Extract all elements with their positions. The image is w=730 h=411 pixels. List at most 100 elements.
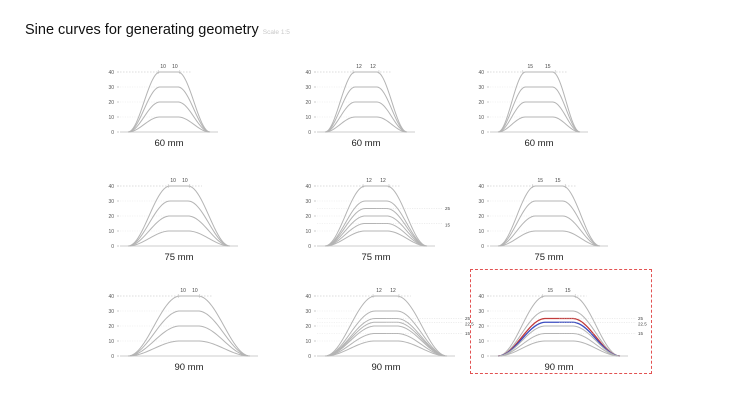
y-tick-label: 30 xyxy=(478,199,484,205)
sine-plot: 40 30 20 10 0 15 15 xyxy=(478,64,588,136)
sine-plot: 40 30 20 10 0 10 10 xyxy=(108,178,238,250)
y-tick-label: 0 xyxy=(111,130,114,136)
y-tick-label: 30 xyxy=(305,199,311,205)
panel-3: 40 30 20 10 0 15 15 60 mm xyxy=(470,60,615,155)
sine-curve xyxy=(127,116,211,133)
sine-curve xyxy=(127,340,251,357)
y-tick-label: 0 xyxy=(481,354,484,360)
sine-curve xyxy=(324,185,428,247)
panel-caption: 60 mm xyxy=(351,138,381,149)
panel-9: 40 30 20 10 0 15 15 25 22.5 15 90 mm xyxy=(470,284,647,379)
panel-caption: 60 mm xyxy=(524,138,554,149)
plateau-label: 15 xyxy=(537,178,543,184)
panel-5: 40 30 20 10 0 12 12 25 15 75 mm xyxy=(297,174,450,269)
panel-caption: 75 mm xyxy=(361,252,391,263)
sine-curve xyxy=(127,86,211,133)
y-tick-label: 10 xyxy=(478,339,484,345)
sine-curve xyxy=(497,310,621,357)
sine-curve xyxy=(127,101,211,133)
y-tick-label: 30 xyxy=(305,309,311,315)
y-tick-label: 20 xyxy=(305,324,311,330)
y-tick-label: 10 xyxy=(305,115,311,121)
panel-6: 40 30 20 10 0 15 15 75 mm xyxy=(470,174,615,269)
y-tick-label: 30 xyxy=(108,85,114,91)
side-label: 25 xyxy=(638,316,644,321)
sine-plot: 40 30 20 10 0 10 10 xyxy=(108,288,258,360)
y-tick-label: 0 xyxy=(308,130,311,136)
sine-curve xyxy=(324,325,448,357)
sine-curve xyxy=(497,101,581,133)
y-tick-label: 10 xyxy=(108,115,114,121)
scale-note: Scale 1:5 xyxy=(262,29,290,36)
sine-plot: 40 30 20 10 0 10 10 xyxy=(108,64,218,136)
y-tick-label: 20 xyxy=(478,214,484,220)
y-tick-label: 40 xyxy=(305,294,311,300)
panel-caption: 60 mm xyxy=(154,138,184,149)
y-tick-label: 10 xyxy=(108,339,114,345)
y-tick-label: 10 xyxy=(305,229,311,235)
y-tick-label: 40 xyxy=(478,294,484,300)
sine-curve xyxy=(324,200,428,247)
sine-plot: 40 30 20 10 0 12 12 xyxy=(305,64,415,136)
sine-curve xyxy=(497,185,601,247)
y-tick-label: 40 xyxy=(478,70,484,76)
plateau-label: 15 xyxy=(545,64,551,70)
plateau-label: 12 xyxy=(356,64,362,70)
y-tick-label: 0 xyxy=(308,244,311,250)
sine-curve xyxy=(324,71,408,133)
sine-curve xyxy=(127,185,231,247)
panel-7: 40 30 20 10 0 10 10 90 mm xyxy=(100,284,258,379)
plateau-label: 12 xyxy=(370,64,376,70)
sine-plot: 40 30 20 10 0 15 15 xyxy=(478,178,608,250)
y-tick-label: 20 xyxy=(108,214,114,220)
side-label: 22.5 xyxy=(465,321,474,326)
y-tick-label: 30 xyxy=(108,309,114,315)
side-label: 15 xyxy=(638,331,644,336)
sine-curve xyxy=(497,215,601,247)
y-tick-label: 10 xyxy=(478,115,484,121)
y-tick-label: 40 xyxy=(108,70,114,76)
panel-caption: 75 mm xyxy=(164,252,194,263)
panel-8: 40 30 20 10 0 12 12 25 22.5 15 90 mm xyxy=(297,284,474,379)
plateau-label: 10 xyxy=(182,178,188,184)
page-title: Sine curves for generating geometry Scale… xyxy=(25,22,290,38)
sine-curve xyxy=(324,310,448,357)
sine-curve xyxy=(127,200,231,247)
sine-curve xyxy=(324,340,448,357)
plateau-label: 10 xyxy=(180,288,186,294)
y-tick-label: 40 xyxy=(108,184,114,190)
plateau-label: 12 xyxy=(366,178,372,184)
panel-caption: 90 mm xyxy=(544,362,574,373)
sine-curve xyxy=(497,230,601,247)
highlight-frame xyxy=(470,269,652,374)
plateau-label: 12 xyxy=(390,288,396,294)
sine-curve xyxy=(497,116,581,133)
y-tick-label: 0 xyxy=(481,244,484,250)
sine-curve xyxy=(324,295,448,357)
sine-plot: 40 30 20 10 0 12 12 25 15 xyxy=(305,178,450,250)
sine-curve xyxy=(324,215,428,247)
plateau-label: 10 xyxy=(172,64,178,70)
side-label: 25 xyxy=(465,316,471,321)
side-label: 15 xyxy=(445,223,451,228)
plateau-label: 15 xyxy=(547,288,553,294)
sine-curve xyxy=(497,200,601,247)
panel-1: 40 30 20 10 0 10 10 60 mm xyxy=(100,60,245,155)
sine-curve xyxy=(127,215,231,247)
sine-curve xyxy=(497,86,581,133)
sine-curve xyxy=(324,101,408,133)
sine-curve xyxy=(497,295,621,357)
y-tick-label: 20 xyxy=(305,100,311,106)
sine-curve xyxy=(324,318,448,357)
y-tick-label: 40 xyxy=(305,70,311,76)
panel-2: 40 30 20 10 0 12 12 60 mm xyxy=(297,60,442,155)
sine-curve xyxy=(324,86,408,133)
plateau-label: 12 xyxy=(380,178,386,184)
plateau-label: 15 xyxy=(565,288,571,294)
y-tick-label: 30 xyxy=(478,85,484,91)
plateau-label: 15 xyxy=(527,64,533,70)
plateau-label: 10 xyxy=(170,178,176,184)
y-tick-label: 10 xyxy=(478,229,484,235)
